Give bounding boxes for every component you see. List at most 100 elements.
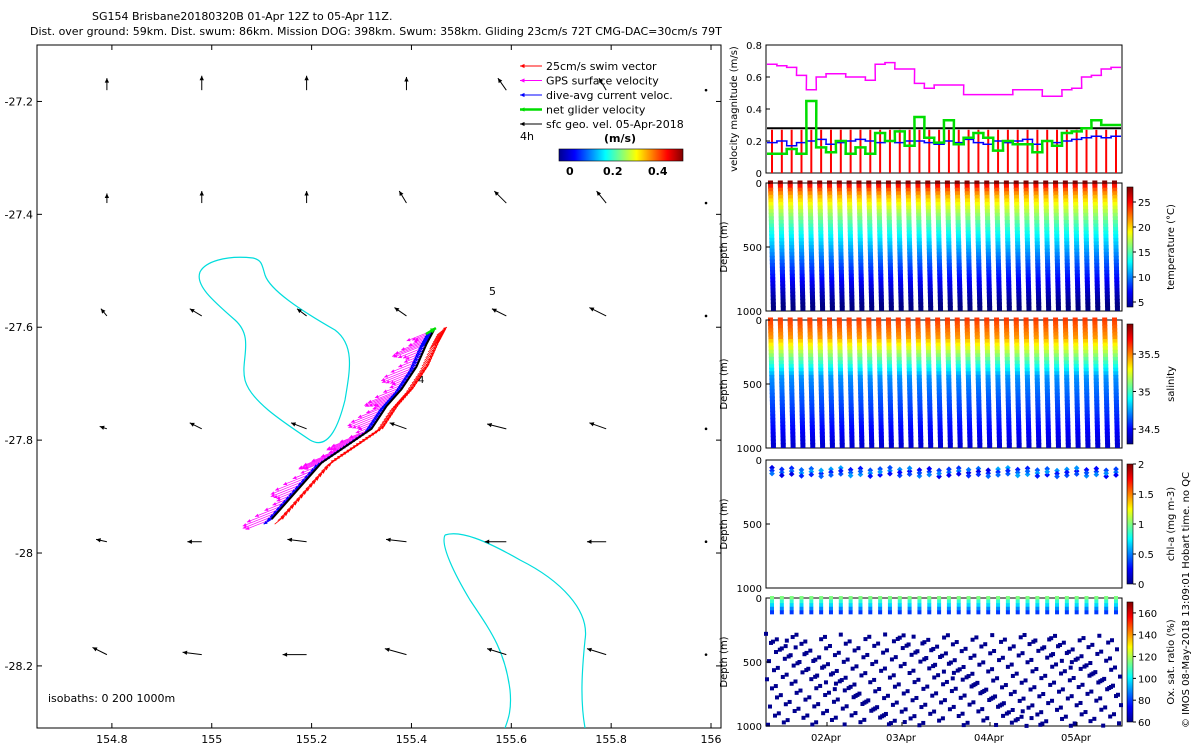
section-sample <box>915 317 921 323</box>
section-sample <box>797 331 803 337</box>
section-sample <box>1044 392 1050 398</box>
section-sample <box>829 717 834 722</box>
section-sample <box>925 209 931 215</box>
section-sample <box>937 399 943 405</box>
section-sample <box>868 396 874 402</box>
section-sample <box>770 610 774 615</box>
section-sample <box>1084 277 1090 283</box>
section-sample <box>945 216 951 222</box>
section-sample <box>928 442 934 448</box>
section-sample <box>809 255 815 261</box>
section-sample <box>799 266 805 272</box>
section-sample <box>917 396 923 402</box>
section-sample <box>1060 716 1065 721</box>
section-sample <box>1063 209 1069 215</box>
section-sample <box>770 305 776 311</box>
section-sample <box>1015 252 1021 258</box>
gps-vector <box>339 430 369 443</box>
gps-vector-head <box>383 389 388 393</box>
section-sample <box>986 432 992 438</box>
section-sample <box>838 266 844 272</box>
section-sample <box>848 273 854 279</box>
section-sample <box>947 421 953 427</box>
section-sample <box>798 237 804 243</box>
section-sample <box>799 277 805 283</box>
section-sample <box>1014 205 1020 211</box>
section-sample <box>966 414 972 420</box>
section-sample <box>1023 321 1029 327</box>
section-sample <box>1005 464 1011 471</box>
section-sample <box>857 219 863 225</box>
section-sample <box>1084 417 1090 423</box>
section-sample <box>918 291 924 297</box>
section-sample <box>1033 187 1039 193</box>
section-sample <box>1104 603 1109 608</box>
section-sample <box>1113 665 1117 670</box>
section-sample <box>1094 273 1100 279</box>
section-sample <box>780 421 786 427</box>
section-sample <box>779 399 785 405</box>
section-sample <box>957 305 963 311</box>
section-sample <box>1026 428 1032 434</box>
section-sample <box>829 291 835 297</box>
section-sample <box>808 389 814 395</box>
section-sample <box>887 399 893 405</box>
dac-vector-head <box>418 345 423 350</box>
gps-vector-head <box>390 380 395 384</box>
section-sample <box>972 653 977 658</box>
dac-vector-head <box>372 416 377 420</box>
section-sample <box>937 288 943 294</box>
section-sample <box>955 216 961 222</box>
section-sample <box>858 280 864 286</box>
dac-vector-head <box>389 395 394 399</box>
section-sample <box>846 324 852 330</box>
section-sample <box>1044 374 1050 380</box>
section-sample <box>891 639 896 644</box>
section-sample <box>837 219 843 225</box>
section-sample <box>1033 198 1039 204</box>
section-sample <box>1074 603 1079 608</box>
section-sample <box>1045 407 1051 413</box>
section-sample <box>840 706 845 711</box>
section-sample <box>964 198 970 204</box>
section-sample <box>926 349 932 355</box>
section-sample <box>818 382 824 388</box>
section-sample <box>976 610 981 615</box>
section-sample <box>1104 414 1110 420</box>
section-sample <box>779 245 785 251</box>
section-sample <box>876 335 882 341</box>
section-sample <box>996 291 1002 297</box>
section-sample <box>1055 606 1060 611</box>
section-sample <box>934 691 939 696</box>
section-sample <box>966 382 972 388</box>
section-sample <box>848 606 853 611</box>
geo-vector-arrow-head <box>494 191 500 196</box>
section-sample <box>877 396 883 402</box>
section-sample <box>866 180 872 186</box>
section-sample <box>817 324 823 330</box>
section-sample <box>1093 234 1099 240</box>
section-sample <box>1014 212 1020 218</box>
section-sample <box>1044 245 1050 251</box>
geo-vector-arrow-head <box>487 423 493 428</box>
oxygen-colorbar <box>1126 601 1134 723</box>
section-sample <box>876 353 882 359</box>
section-sample <box>1103 227 1109 233</box>
section-sample <box>1114 298 1120 304</box>
section-sample <box>780 428 786 434</box>
section-sample <box>1097 633 1102 638</box>
dac-vector-head <box>393 390 398 395</box>
section-sample <box>1004 349 1010 355</box>
section-sample <box>839 414 845 420</box>
section-sample <box>897 248 903 254</box>
section-sample <box>946 389 952 395</box>
section-sample <box>915 180 921 186</box>
section-sample <box>979 644 984 649</box>
section-sample <box>916 245 922 251</box>
section-sample <box>964 335 970 341</box>
section-sample <box>1010 708 1015 712</box>
section-sample <box>1103 705 1108 710</box>
section-sample <box>1036 442 1042 448</box>
section-sample <box>994 331 1000 337</box>
